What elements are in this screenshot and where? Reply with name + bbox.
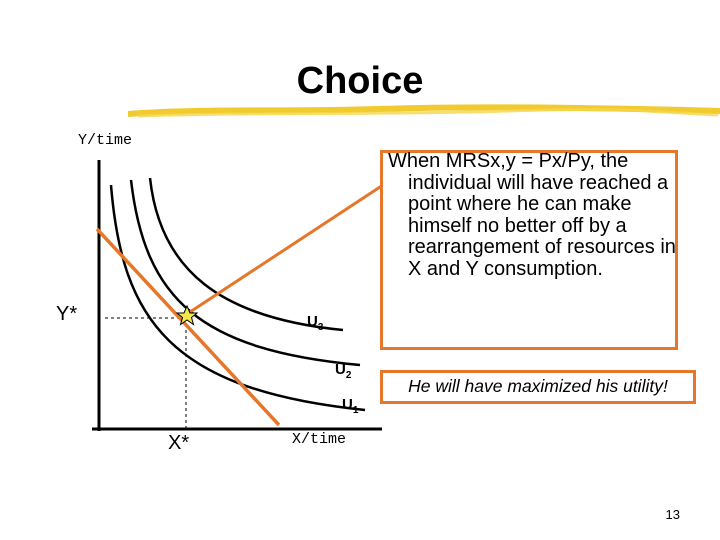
indifference-curve-u3 [148, 177, 344, 332]
conclusion-box [380, 370, 696, 404]
y-axis-label: Y/time [78, 132, 133, 149]
callout-body: individual will have reached a point whe… [408, 171, 676, 280]
indifference-curve-u1 [109, 184, 366, 412]
title-underline [128, 104, 720, 118]
optimum-star-icon [175, 304, 199, 326]
callout-box [380, 150, 678, 350]
callout-pointer [189, 183, 384, 314]
budget-line [95, 227, 281, 427]
curve-label-u3: U3 [307, 313, 324, 333]
slide-title: Choice [296, 60, 424, 102]
callout-text: When MRSx,y = Px/Py, the individual will… [386, 150, 682, 280]
callout-first-line: When MRSx,y = Px/Py, the [388, 150, 629, 172]
y-star-label: Y* [56, 303, 78, 325]
x-axis-label: X/time [292, 431, 347, 448]
conclusion-text: He will have maximized his utility! [408, 376, 668, 396]
page-number: 13 [665, 507, 680, 522]
curve-label-u1: U1 [342, 396, 359, 416]
x-star-label: X* [168, 432, 190, 454]
curve-label-u2: U2 [335, 361, 352, 381]
